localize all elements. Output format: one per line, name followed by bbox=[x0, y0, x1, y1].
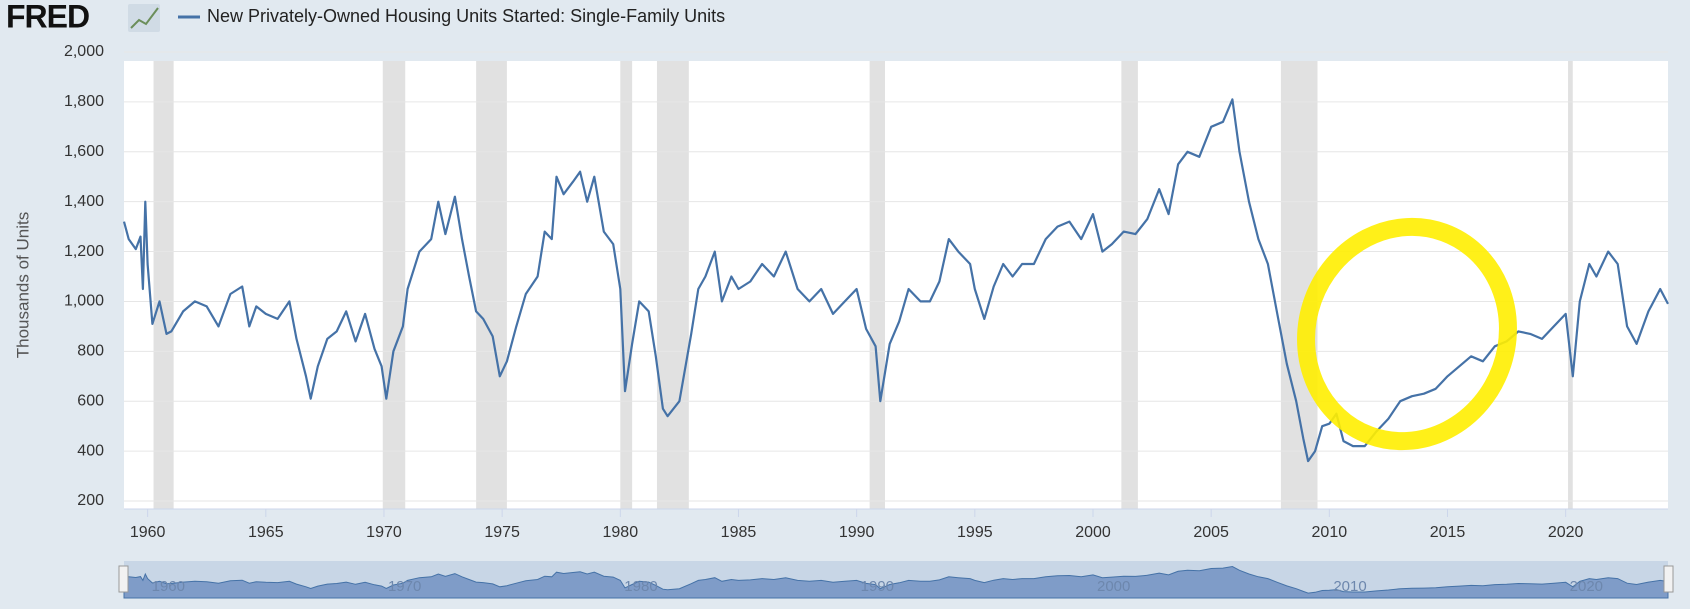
highlight-annotation bbox=[1297, 217, 1517, 451]
y-tick-label: 1,800 bbox=[64, 93, 104, 110]
x-tick-label: 1960 bbox=[130, 524, 166, 541]
navigator-tick-label: 2010 bbox=[1333, 578, 1366, 595]
x-tick-label: 1985 bbox=[721, 524, 757, 541]
navigator-tick-label: 1990 bbox=[861, 578, 894, 595]
y-tick-label: 800 bbox=[77, 343, 104, 360]
x-tick-label: 2000 bbox=[1075, 524, 1111, 541]
y-tick-label: 1,400 bbox=[64, 193, 104, 210]
navigator-tick-label: 1960 bbox=[152, 578, 185, 595]
recession-band bbox=[656, 61, 689, 509]
y-tick-label: 200 bbox=[77, 492, 104, 509]
recession-band bbox=[1568, 61, 1573, 509]
y-tick-label: 1,600 bbox=[64, 143, 104, 160]
recession-band bbox=[382, 61, 406, 509]
y-tick-label: 400 bbox=[77, 442, 104, 459]
x-tick-label: 2020 bbox=[1548, 524, 1584, 541]
navigator-handle[interactable] bbox=[1663, 565, 1674, 593]
y-tick-label: 1,200 bbox=[64, 243, 104, 260]
logo[interactable]: FRED bbox=[6, 0, 90, 34]
x-tick-label: 1995 bbox=[957, 524, 993, 541]
navigator-handle[interactable] bbox=[118, 565, 129, 593]
x-tick-label: 2015 bbox=[1430, 524, 1466, 541]
series-line bbox=[122, 98, 1669, 463]
y-tick-label: 600 bbox=[77, 392, 104, 409]
navigator-tick-label: 1970 bbox=[388, 578, 421, 595]
x-tick-label: 2010 bbox=[1312, 524, 1348, 541]
navigator-tick-label: 1980 bbox=[624, 578, 657, 595]
navigator-area bbox=[123, 565, 1669, 599]
logo-icon bbox=[128, 4, 160, 32]
plot bbox=[122, 51, 1669, 509]
recession-band bbox=[1121, 61, 1138, 509]
x-tick-label: 2005 bbox=[1193, 524, 1229, 541]
recession-band bbox=[869, 61, 886, 509]
navigator-tick-label: 2020 bbox=[1570, 578, 1603, 595]
y-tick-label: 1,000 bbox=[64, 293, 104, 310]
x-tick-label: 1975 bbox=[484, 524, 520, 541]
navigator-tick-label: 2000 bbox=[1097, 578, 1130, 595]
x-tick-label: 1980 bbox=[603, 524, 639, 541]
y-axis-label: Thousands of Units bbox=[13, 212, 32, 358]
legend-label: New Privately-Owned Housing Units Starte… bbox=[207, 6, 725, 26]
recession-band bbox=[620, 61, 633, 509]
recession-band bbox=[153, 61, 174, 509]
navigator-series: 1960 1970 1980 1990 2000 2010 2020 bbox=[123, 565, 1669, 599]
x-tick-label: 1990 bbox=[839, 524, 875, 541]
recession-band bbox=[476, 61, 507, 509]
x-tick-label: 1970 bbox=[366, 524, 402, 541]
y-tick-label: 2,000 bbox=[64, 43, 104, 60]
x-tick-label: 1965 bbox=[248, 524, 284, 541]
